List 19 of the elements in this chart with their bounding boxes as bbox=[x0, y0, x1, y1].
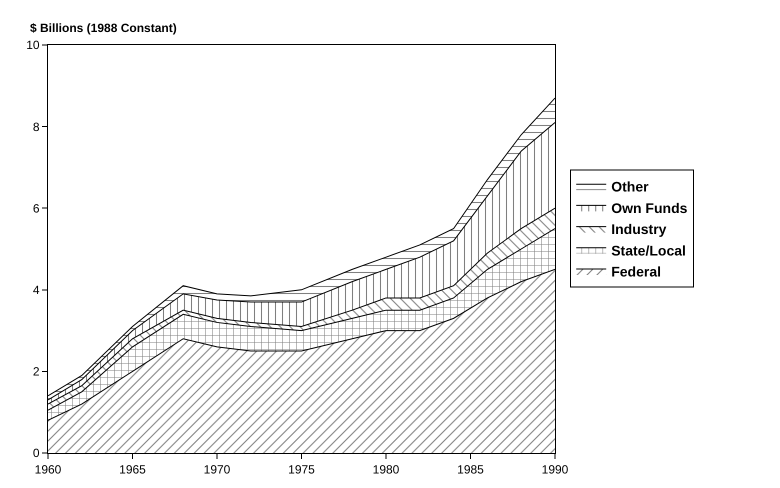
legend-label: Other bbox=[611, 178, 650, 195]
y-tick-label: 4 bbox=[32, 283, 40, 297]
x-tick-label: 1975 bbox=[288, 462, 316, 476]
y-tick-label: 10 bbox=[26, 38, 40, 52]
x-tick-label: 1960 bbox=[34, 462, 62, 476]
y-axis-title: $ Billions (1988 Constant) bbox=[30, 21, 177, 35]
x-tick-label: 1970 bbox=[204, 462, 231, 476]
y-tick-label: 6 bbox=[32, 201, 40, 216]
x-tick-label: 1985 bbox=[457, 462, 484, 476]
legend-label: Own Funds bbox=[611, 200, 688, 216]
x-tick-label: 1990 bbox=[542, 462, 569, 476]
legend-label: Industry bbox=[611, 221, 667, 238]
legend-label: State/Local bbox=[611, 242, 686, 258]
y-tick-label: 0 bbox=[32, 446, 40, 460]
x-tick-label: 1965 bbox=[119, 462, 146, 476]
y-tick-label: 8 bbox=[32, 120, 40, 134]
legend-label: Federal bbox=[611, 263, 662, 280]
x-tick-label: 1980 bbox=[372, 462, 400, 476]
y-tick-label: 2 bbox=[32, 364, 40, 379]
